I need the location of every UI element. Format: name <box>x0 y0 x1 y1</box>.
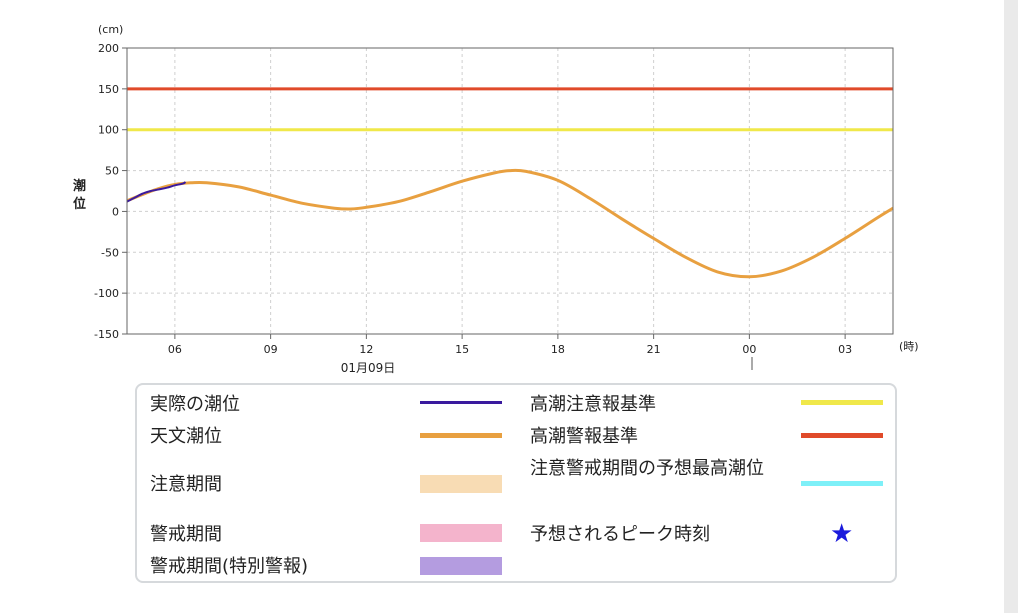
x-tick-label: 00 <box>742 343 756 356</box>
y-tick-label: 0 <box>112 205 119 218</box>
x-tick-label: 21 <box>647 343 661 356</box>
legend-swatch-astronomical-tide <box>420 433 502 438</box>
y-tick-label: 150 <box>98 83 119 96</box>
series-lines <box>126 168 894 279</box>
y-tick-label: 100 <box>98 124 119 137</box>
legend-label-warning-period: 警戒期間 <box>150 524 222 545</box>
legend-swatch-high-tide-advisory <box>801 400 883 405</box>
star-icon: ★ <box>830 519 854 549</box>
y-tick-label: 200 <box>98 42 119 55</box>
grid-lines <box>127 47 893 335</box>
legend-label-special-warning-period: 警戒期間(特別警報) <box>150 556 309 577</box>
legend-label-astronomical-tide: 天文潮位 <box>150 426 222 447</box>
legend-swatch-high-tide-warning <box>801 433 883 438</box>
legend-swatch-warning-period <box>420 524 502 542</box>
x-tick-label: 18 <box>551 343 565 356</box>
x-tick-label: 09 <box>264 343 278 356</box>
x-tick-label: 12 <box>359 343 373 356</box>
legend-swatch-forecast-max-tide <box>801 481 883 486</box>
legend-label-peak-time: 予想されるピーク時刻 <box>530 524 710 545</box>
legend-label-high-tide-warning: 高潮警報基準 <box>530 426 638 447</box>
legend-swatch-actual-tide <box>420 401 502 404</box>
tide-chart: 200 150 100 50 0 -50 -100 -150 06 09 12 15 18 21 00 03… <box>73 23 919 375</box>
x-tick-label: 06 <box>168 343 182 356</box>
x-tick-label: 15 <box>455 343 469 356</box>
astronomical-tide-line <box>126 168 894 279</box>
legend-label-caution-period: 注意期間 <box>150 474 222 495</box>
x-unit-label: (時) <box>899 340 919 353</box>
plot-frame <box>126 47 894 335</box>
y-unit-label: (cm) <box>98 23 123 36</box>
reference-lines <box>127 87 893 132</box>
x-tick-labels: 06 09 12 15 18 21 00 03 <box>168 334 852 356</box>
legend-label-high-tide-advisory: 高潮注意報基準 <box>530 394 656 415</box>
date-label: 01月09日 <box>341 361 396 375</box>
y-tick-labels: 200 150 100 50 0 -50 -100 -150 <box>94 42 127 341</box>
legend-swatch-special-warning-period <box>420 557 502 575</box>
y-tick-label: -50 <box>101 246 119 259</box>
legend-swatch-caution-period <box>420 475 502 493</box>
scrollbar[interactable] <box>1004 0 1018 613</box>
legend-label-forecast-max-tide: 注意警戒期間の予想最高潮位 <box>530 458 764 479</box>
y-axis-label: 潮位 <box>73 178 86 212</box>
y-tick-label: -100 <box>94 287 119 300</box>
actual-tide-line <box>126 181 187 203</box>
y-tick-label: 50 <box>105 165 119 178</box>
x-tick-label: 03 <box>838 343 852 356</box>
legend: 実際の潮位 天文潮位 注意期間 警戒期間 警戒期間(特別警報) 高潮注意報基準 … <box>135 383 897 583</box>
y-tick-label: -150 <box>94 328 119 341</box>
legend-label-actual-tide: 実際の潮位 <box>150 394 240 415</box>
